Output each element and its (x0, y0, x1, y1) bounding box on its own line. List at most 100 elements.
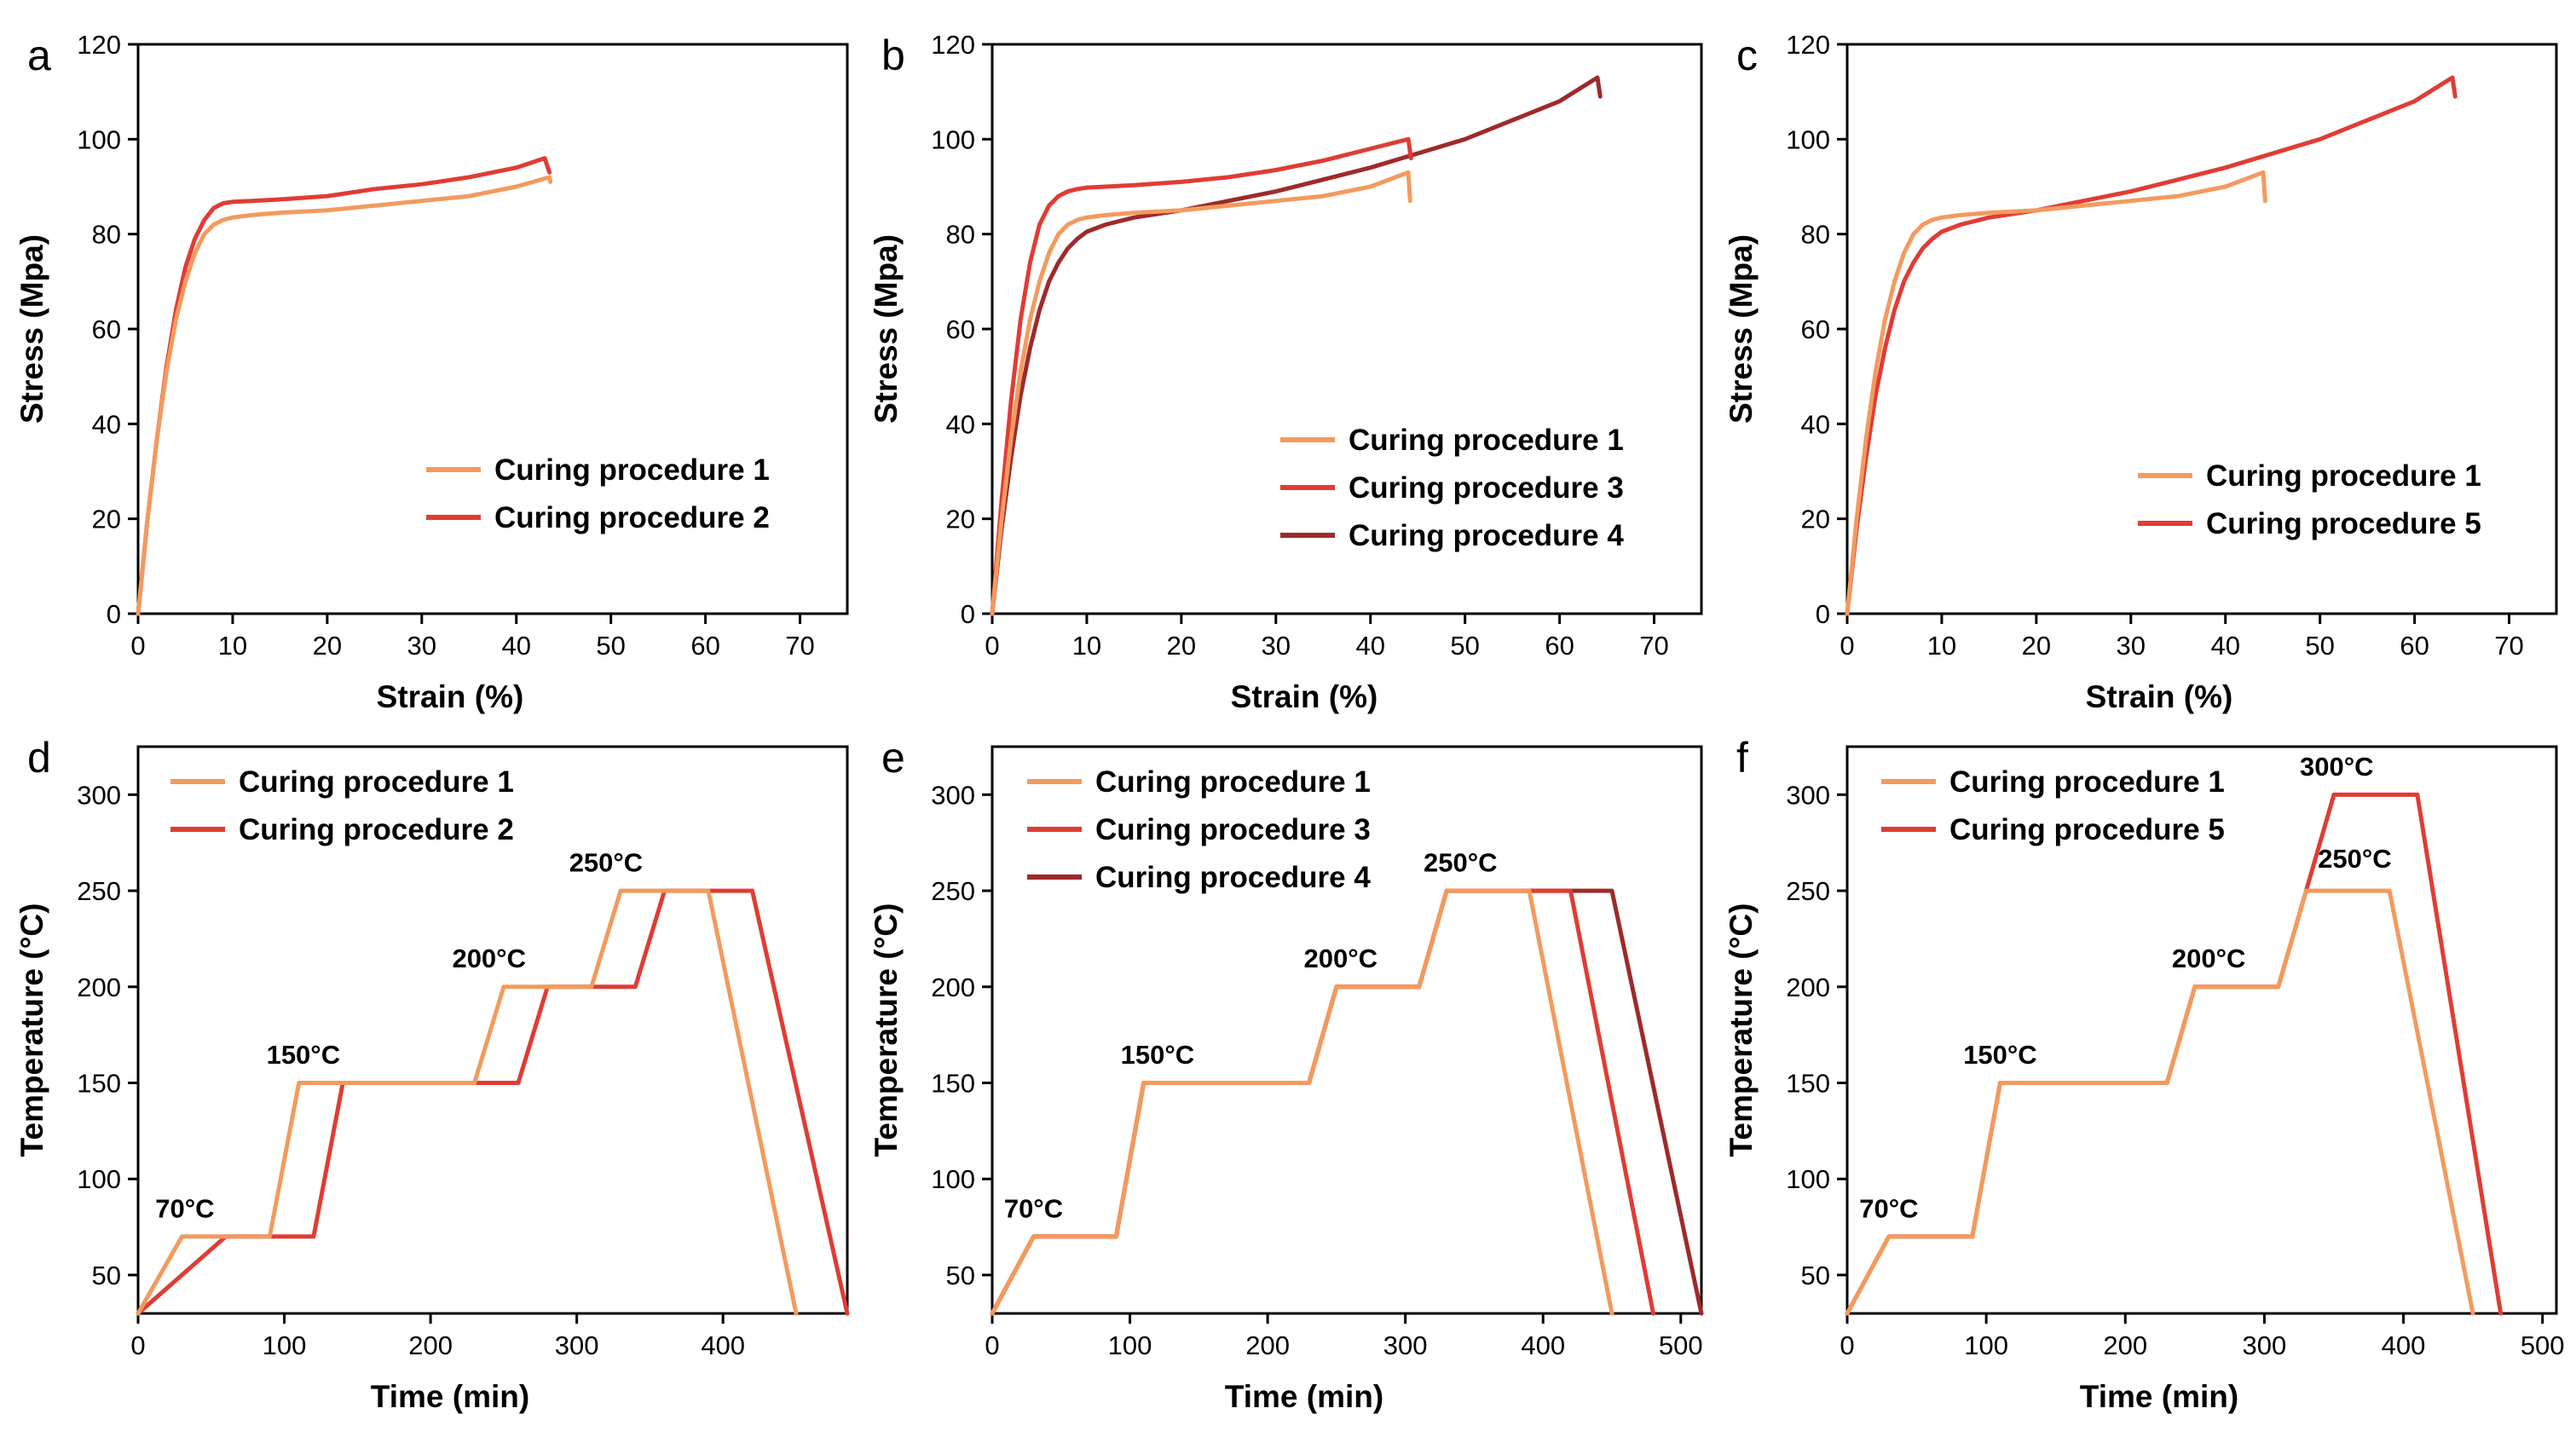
temperature-annotation: 250°C (1424, 848, 1498, 878)
temperature-annotation: 300°C (2300, 752, 2374, 782)
y-tick-label: 150 (931, 1068, 975, 1098)
legend-label: Curing procedure 1 (494, 453, 770, 487)
series-line (136, 175, 553, 616)
y-tick-label: 60 (1801, 315, 1830, 344)
legend-label: Curing procedure 2 (239, 813, 514, 846)
y-tick-label: 300 (931, 780, 975, 810)
y-tick-label: 50 (92, 1261, 121, 1290)
x-tick-label: 70 (785, 631, 814, 661)
y-axis-title: Temperature (°C) (869, 903, 904, 1157)
temperature-annotation: 250°C (2318, 844, 2392, 874)
series-group (1845, 75, 2458, 616)
y-tick-label: 300 (77, 780, 121, 810)
legend-label: Curing procedure 5 (2206, 507, 2481, 540)
plot-frame (136, 745, 849, 1315)
series-line (990, 170, 1412, 616)
x-tick-label: 30 (2117, 631, 2146, 661)
y-tick-label: 50 (946, 1261, 975, 1290)
x-tick-label: 40 (1355, 631, 1384, 661)
y-tick-label: 100 (931, 1164, 975, 1194)
y-tick-label: 40 (946, 409, 975, 439)
y-tick-label: 50 (1801, 1261, 1830, 1290)
series-group (990, 888, 1704, 1316)
series-group (990, 75, 1603, 616)
temperature-annotation: 70°C (1004, 1193, 1063, 1223)
y-tick-label: 0 (961, 599, 975, 629)
x-tick-label: 40 (501, 631, 530, 661)
x-tick-label: 300 (555, 1330, 599, 1360)
x-tick-label: 100 (263, 1330, 307, 1360)
y-tick-label: 40 (92, 409, 121, 439)
temperature-annotation: 200°C (452, 944, 526, 973)
y-tick-label: 250 (1786, 876, 1830, 906)
y-tick-label: 0 (1816, 599, 1830, 629)
legend-label: Curing procedure 1 (239, 765, 514, 799)
series-group (136, 156, 553, 616)
legend-label: Curing procedure 5 (1949, 813, 2225, 846)
series-line (990, 888, 1614, 1316)
x-tick-label: 0 (1840, 1330, 1854, 1360)
y-tick-label: 250 (931, 876, 975, 906)
x-tick-label: 400 (701, 1330, 745, 1360)
y-tick-label: 100 (1786, 1164, 1830, 1194)
y-tick-label: 250 (77, 876, 121, 906)
series-line (990, 136, 1413, 616)
series-group (136, 888, 850, 1316)
x-axis-title: Time (min) (1225, 1379, 1383, 1414)
legend-label: Curing procedure 3 (1095, 813, 1371, 846)
y-tick-label: 120 (931, 30, 975, 60)
y-tick-label: 0 (107, 599, 121, 629)
x-axis-title: Time (min) (2080, 1379, 2238, 1414)
panel-letter: a (27, 32, 51, 79)
x-tick-label: 300 (1383, 1330, 1428, 1360)
y-tick-label: 100 (77, 124, 121, 154)
x-axis-title: Strain (%) (2086, 679, 2233, 714)
y-tick-label: 80 (1801, 220, 1830, 250)
series-line (1845, 888, 2475, 1316)
y-tick-label: 150 (77, 1068, 121, 1098)
y-tick-label: 120 (77, 30, 121, 60)
x-tick-label: 50 (596, 631, 625, 661)
series-line (1845, 170, 2267, 616)
y-tick-label: 100 (931, 124, 975, 154)
x-tick-label: 50 (2305, 631, 2334, 661)
y-tick-label: 20 (946, 505, 975, 534)
legend-label: Curing procedure 1 (1349, 424, 1624, 457)
y-axis-title: Temperature (°C) (1724, 903, 1759, 1157)
x-tick-label: 0 (130, 631, 145, 661)
x-tick-label: 10 (1927, 631, 1956, 661)
series-group (1845, 792, 2504, 1316)
panel-b: 0 10 20 30 40 50 60 70 0 20 40 60 80 100 120 Strain (%)… (869, 30, 1703, 714)
x-tick-label: 100 (1964, 1330, 2008, 1360)
x-tick-label: 30 (1262, 631, 1291, 661)
temperature-annotation: 150°C (267, 1040, 341, 1070)
panel-a: 0 10 20 30 40 50 60 70 0 20 40 60 80 100 120 Strain (%)… (14, 30, 849, 714)
x-tick-label: 70 (1639, 631, 1668, 661)
y-tick-label: 60 (92, 315, 121, 344)
y-tick-label: 40 (1801, 409, 1830, 439)
legend-label: Curing procedure 4 (1349, 519, 1624, 552)
x-tick-label: 500 (2521, 1330, 2565, 1360)
x-tick-label: 200 (2103, 1330, 2147, 1360)
temperature-annotation: 200°C (1303, 944, 1378, 973)
series-line (990, 75, 1603, 616)
y-tick-label: 20 (1801, 505, 1830, 534)
temperature-annotation: 250°C (569, 848, 644, 878)
x-tick-label: 20 (1167, 631, 1196, 661)
panel-letter: c (1736, 32, 1758, 79)
y-tick-label: 100 (1786, 124, 1830, 154)
x-tick-label: 20 (313, 631, 342, 661)
series-line (136, 156, 552, 616)
legend-label: Curing procedure 1 (1095, 765, 1371, 799)
y-tick-label: 20 (92, 505, 121, 534)
x-tick-label: 300 (2243, 1330, 2287, 1360)
panel-letter: b (881, 32, 905, 79)
plot-frame (1845, 745, 2558, 1315)
x-tick-label: 20 (2022, 631, 2051, 661)
x-tick-label: 60 (690, 631, 719, 661)
panel-letter: d (27, 734, 51, 782)
y-tick-label: 100 (77, 1164, 121, 1194)
